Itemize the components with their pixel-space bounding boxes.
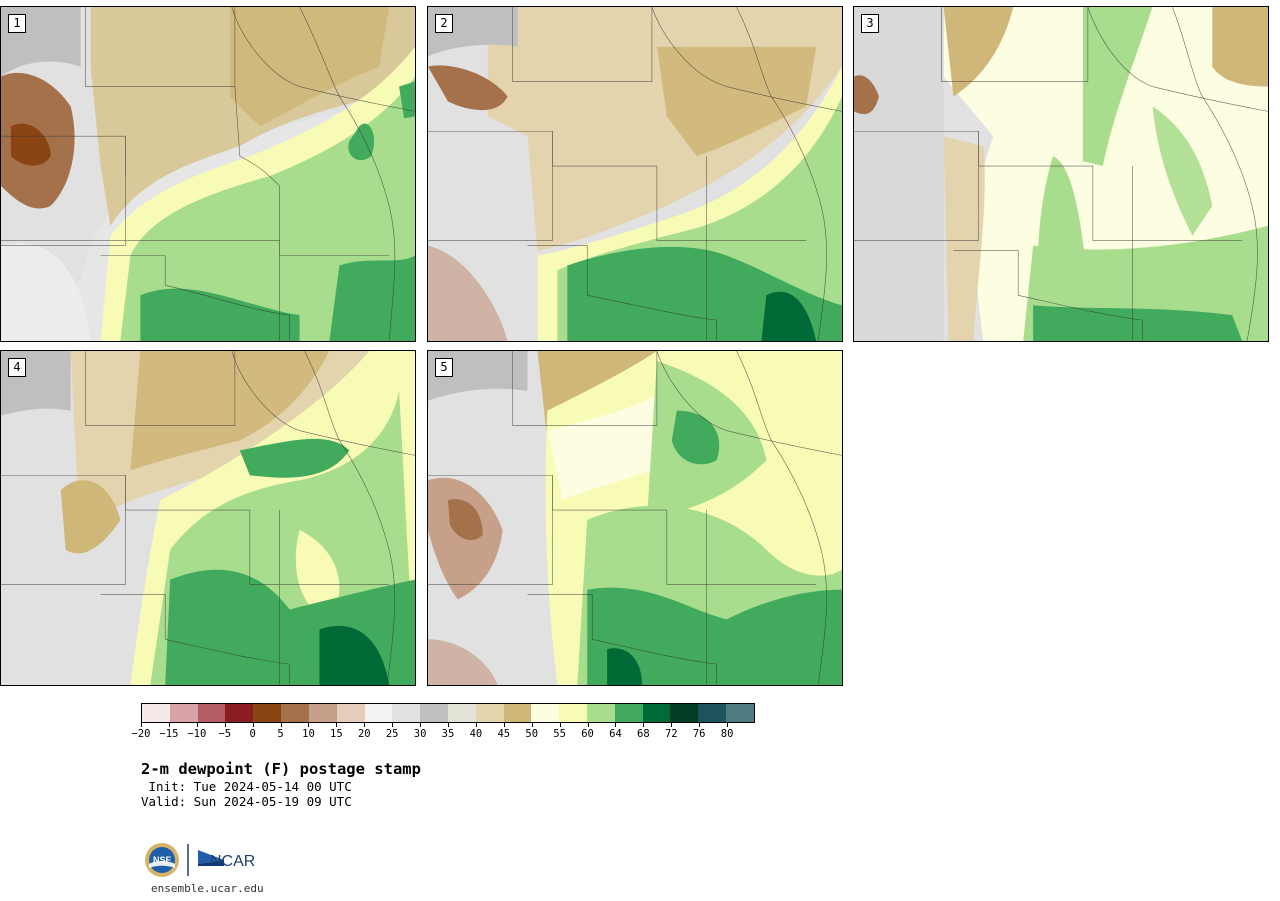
figure-title: 2-m dewpoint (F) postage stamp xyxy=(141,760,421,778)
colorbar-tick xyxy=(392,723,394,727)
colorbar-tick-label: 55 xyxy=(553,728,566,740)
map-panel-3: 3 xyxy=(853,6,1269,342)
colorbar-tick xyxy=(252,723,254,727)
colorbar-swatch xyxy=(336,704,365,722)
colorbar-swatch xyxy=(698,704,727,722)
colorbar-tick-label: 0 xyxy=(249,728,256,740)
colorbar-tick xyxy=(364,723,366,727)
colorbar-tick-label: 40 xyxy=(469,728,483,740)
colorbar-tick-label: −5 xyxy=(218,728,232,740)
colorbar-swatch xyxy=(614,704,643,722)
colorbar-swatch xyxy=(587,704,615,722)
colorbar-tick-label: 15 xyxy=(330,728,343,740)
dewpoint-map-1 xyxy=(1,7,415,341)
colorbar-tick-label: 5 xyxy=(277,728,284,740)
colorbar-tick-label: 80 xyxy=(720,728,734,740)
colorbar-tick-label: 50 xyxy=(525,728,539,740)
colorbar-tick xyxy=(699,723,701,727)
colorbar-swatch xyxy=(225,704,254,722)
dewpoint-map-2 xyxy=(428,7,842,341)
colorbar-tick xyxy=(168,723,170,727)
valid-time: Valid: Sun 2024-05-19 09 UTC xyxy=(141,794,352,809)
colorbar-tick xyxy=(420,723,422,727)
colorbar-swatch xyxy=(670,704,699,722)
colorbar-tick xyxy=(141,723,142,727)
colorbar-tick xyxy=(196,723,198,727)
colorbar-swatch xyxy=(420,704,448,722)
dewpoint-map-3 xyxy=(854,7,1268,341)
map-panel-2: 2 xyxy=(427,6,843,342)
colorbar-tick xyxy=(559,723,561,727)
colorbar-tick-label: −10 xyxy=(187,728,207,740)
colorbar-tick xyxy=(308,723,310,727)
colorbar-tick xyxy=(727,723,729,727)
colorbar-tick xyxy=(587,723,589,727)
map-panel-1: 1 xyxy=(0,6,416,342)
colorbar-swatch xyxy=(392,704,421,722)
colorbar-swatch xyxy=(642,704,671,722)
map-panel-4: 4 xyxy=(0,350,416,686)
ncar-logo-icon: NCAR xyxy=(198,850,255,870)
colorbar-swatch xyxy=(447,704,476,722)
init-time: Init: Tue 2024-05-14 00 UTC xyxy=(141,779,352,794)
colorbar-swatch xyxy=(475,704,504,722)
colorbar-tick-label: 60 xyxy=(581,728,594,740)
colorbar-swatch xyxy=(503,704,532,722)
colorbar-tick xyxy=(448,723,449,727)
colorbar-tick-label: 25 xyxy=(385,728,399,740)
colorbar-swatch xyxy=(726,704,754,722)
colorbar-tick xyxy=(531,723,533,727)
colorbar-tick xyxy=(671,723,673,727)
nsf-text: NSF xyxy=(153,855,172,865)
colorbar-tick-label: −20 xyxy=(131,728,151,740)
panel-number-label: 1 xyxy=(8,14,26,33)
colorbar-tick-label: 68 xyxy=(637,728,650,740)
colorbar-tick-label: 72 xyxy=(664,728,678,740)
colorbar-swatch xyxy=(531,704,560,722)
colorbar-tick xyxy=(503,723,505,727)
panel-number-label: 2 xyxy=(435,14,453,33)
colorbar-tick xyxy=(336,723,338,727)
ncar-text: NCAR xyxy=(210,853,255,870)
colorbar-tick-label: 20 xyxy=(357,728,371,740)
colorbar-swatch xyxy=(308,704,337,722)
site-url: ensemble.ucar.edu xyxy=(151,882,264,895)
colorbar-tick-label: 10 xyxy=(302,728,315,740)
colorbar-tick-label: 45 xyxy=(497,728,511,740)
colorbar-tick xyxy=(475,723,477,727)
colorbar-tick-label: 64 xyxy=(609,728,622,740)
panel-number-label: 3 xyxy=(861,14,879,33)
colorbar-swatch xyxy=(559,704,587,722)
logos: NSF NCAR xyxy=(144,842,274,882)
colorbar-swatch xyxy=(197,704,226,722)
dewpoint-map-4 xyxy=(1,351,415,685)
colorbar-tick xyxy=(280,723,282,727)
colorbar-tick-label: 35 xyxy=(441,728,455,740)
nsf-seal-icon: NSF xyxy=(145,843,179,877)
dewpoint-map-5 xyxy=(428,351,842,685)
colorbar-swatch xyxy=(169,704,198,722)
colorbar-swatch xyxy=(253,704,282,722)
colorbar-swatch xyxy=(142,704,170,722)
colorbar-tick-label: 76 xyxy=(692,728,706,740)
colorbar-tick xyxy=(224,723,226,727)
colorbar-tick-label: 30 xyxy=(413,728,427,740)
panel-number-label: 5 xyxy=(435,358,453,377)
colorbar-tick-label: −15 xyxy=(159,728,179,740)
colorbar xyxy=(141,703,755,723)
colorbar-tick xyxy=(615,723,617,727)
colorbar-tick xyxy=(643,723,645,727)
colorbar-swatch xyxy=(364,704,393,722)
map-panel-5: 5 xyxy=(427,350,843,686)
panel-number-label: 4 xyxy=(8,358,26,377)
colorbar-ticks: −20 −15 −10 −5 0 5 10 15 20 25 30 35 40 45 50 55 60 64 68 7… xyxy=(132,723,755,743)
colorbar-swatch xyxy=(281,704,309,722)
